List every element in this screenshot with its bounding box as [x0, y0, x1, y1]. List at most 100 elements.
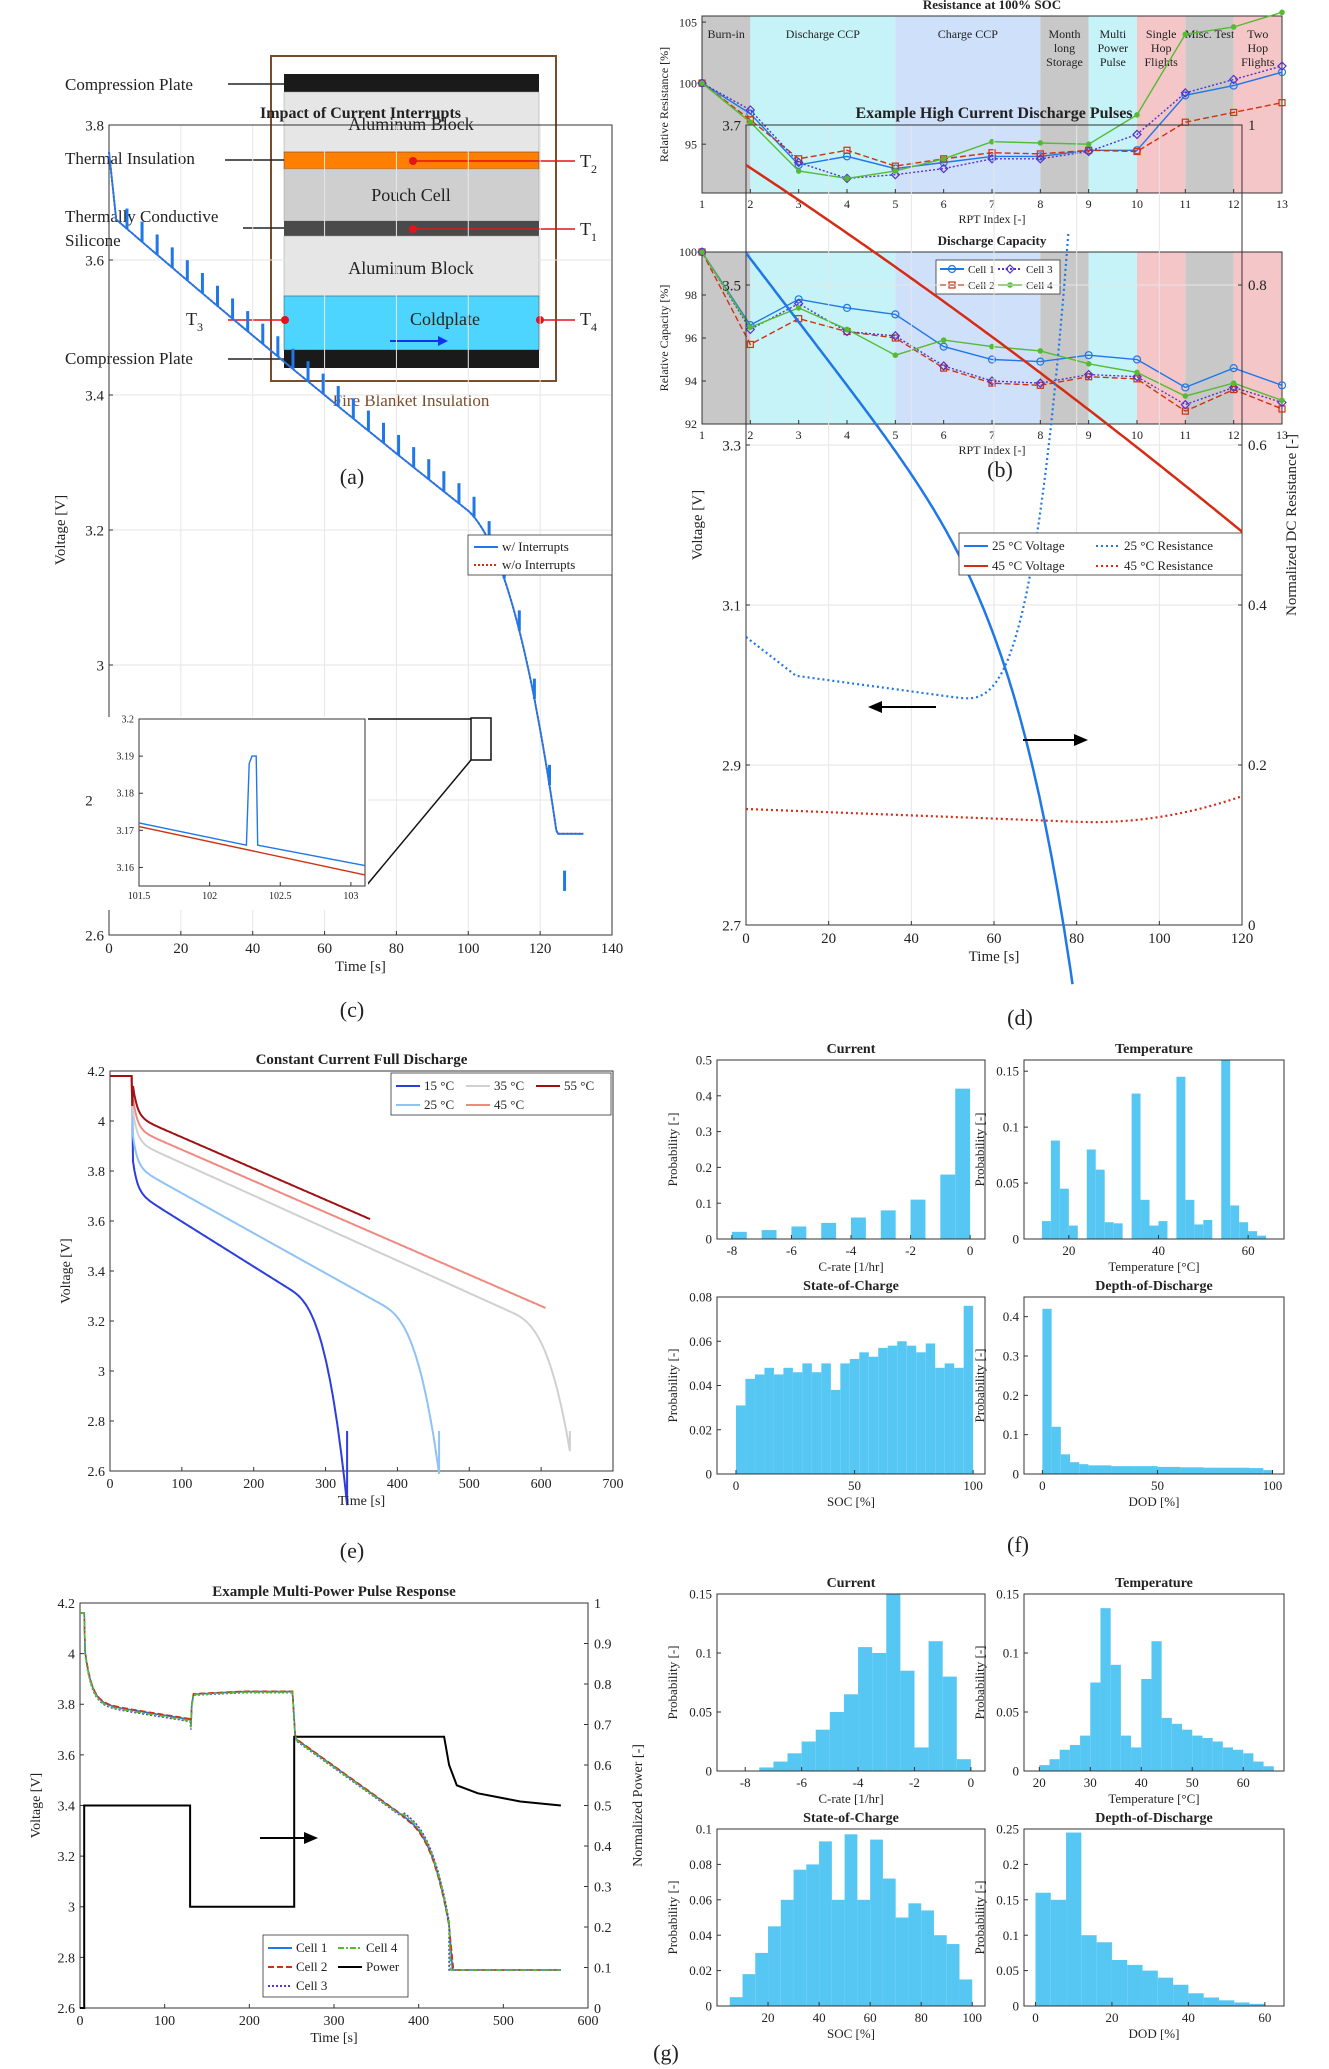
zoom-connector — [365, 759, 472, 887]
histogram-bar — [1113, 1223, 1123, 1239]
y-tick-label: 0.02 — [689, 1963, 712, 1978]
x-tick-label: 9 — [1086, 428, 1092, 442]
marker-square — [988, 149, 996, 157]
y-tick-label: 0.05 — [689, 1705, 712, 1720]
histogram-bar — [1140, 1199, 1150, 1239]
x-tick-label: 40 — [1135, 1775, 1148, 1790]
y2-tick-label: 0.2 — [594, 1921, 612, 1936]
histogram-bar — [954, 1367, 964, 1474]
marker-dot — [1182, 31, 1189, 38]
x-tick-label: 140 — [601, 941, 624, 957]
histogram-bar — [886, 1594, 901, 1771]
y-tick-label: 0 — [706, 1467, 713, 1482]
legend-entry: w/o Interrupts — [502, 557, 575, 572]
marker-circle — [1181, 91, 1190, 100]
phase-band — [1088, 16, 1137, 193]
marker-circle — [1229, 364, 1238, 373]
y-tick-label: 3.4 — [88, 1265, 106, 1280]
marker-diamond — [1132, 371, 1142, 382]
plot-frame — [1023, 1828, 1285, 2007]
marker-diamond — [842, 173, 852, 184]
x-tick-label: 12 — [1228, 428, 1240, 442]
histogram-bar — [1141, 1678, 1152, 1771]
x-tick-label: 0 — [1032, 2010, 1039, 2025]
legend-entry: Cell 2 — [296, 1959, 327, 1974]
legend-entry: Cell 4 — [366, 1940, 398, 1955]
y-tick-label: 0.04 — [689, 1378, 712, 1393]
phase-band — [1088, 252, 1137, 424]
marker-diamond — [1277, 61, 1287, 71]
histogram-bar — [843, 1694, 859, 1771]
phase-band — [702, 252, 751, 424]
histogram-bar — [1182, 1729, 1193, 1771]
x-tick-label: 20 — [1105, 2010, 1118, 2025]
legend-box — [467, 534, 613, 576]
y-tick-label: 2.9 — [722, 758, 741, 774]
histogram-bar — [851, 1217, 866, 1239]
marker-dot — [844, 175, 850, 182]
flow-arrowhead-icon — [438, 336, 448, 346]
histogram-bar — [792, 1372, 803, 1474]
marker-circle — [947, 264, 957, 274]
marker-square — [1230, 108, 1238, 117]
y2-tick-label: 1 — [1248, 118, 1256, 134]
y-tick-label: 92 — [685, 417, 697, 431]
x-tick-label: -2 — [905, 1243, 916, 1258]
x-tick-label: 700 — [603, 1477, 624, 1492]
marker-square — [843, 146, 851, 154]
series-cell-green — [80, 1612, 561, 1971]
x-tick-label: 11 — [1180, 197, 1192, 211]
x-tick-label: 0 — [105, 941, 113, 957]
histogram-bar — [1161, 1717, 1172, 1771]
y-tick-label: 0 — [706, 1764, 713, 1779]
marker-diamond — [1132, 129, 1142, 140]
marker-circle — [1036, 357, 1045, 366]
histogram-bar — [801, 1741, 816, 1771]
histogram-bar — [1243, 1753, 1254, 1771]
histogram-bar — [780, 1899, 794, 2006]
y-axis-label: Probability [-] — [972, 1348, 987, 1422]
x-tick-label: -8 — [726, 1243, 737, 1258]
y-tick-label: 3.8 — [88, 1165, 106, 1180]
aluminum-block-bottom — [283, 235, 540, 297]
histogram-bar — [928, 1641, 943, 1771]
histogram-bar — [1157, 1466, 1181, 1474]
panel-label-d: (d) — [1007, 1005, 1033, 1030]
histogram-bar — [1111, 1959, 1128, 2006]
arrow-right-head-icon — [304, 1832, 318, 1844]
histogram-bar — [1151, 1641, 1162, 1771]
y-tick-label: 100 — [679, 76, 697, 90]
test-fixture-diagram: Aluminum Block Pouch Cell Aluminum Block… — [65, 55, 597, 410]
histogram-bar — [773, 1374, 784, 1474]
x-tick-label: 60 — [1242, 1243, 1255, 1258]
x-tick-label: -4 — [846, 1243, 857, 1258]
phase-label: Single — [1146, 27, 1177, 41]
histogram-bar — [1042, 1308, 1052, 1474]
chart-e: 0 100 200 300 400 500 600 700 2.6 2.8 3 3.2 3.4 3.6 3.… — [59, 1052, 624, 1509]
x-axis-label: RPT Index [-] — [958, 212, 1025, 226]
x-axis-label: RPT Index [-] — [958, 443, 1025, 457]
x-tick-label: 20 — [1033, 1775, 1046, 1790]
y-tick-label: 0.3 — [1003, 1349, 1019, 1364]
histogram-bar — [735, 1405, 746, 1474]
histogram-bar — [1110, 1664, 1121, 1771]
y-tick-label: 0.05 — [996, 1963, 1019, 1978]
x-tick-label: 0 — [77, 2014, 84, 2029]
marker-square — [940, 364, 948, 372]
x-tick-label: 0 — [107, 1477, 114, 1492]
y-tick-label: 4.2 — [88, 1065, 106, 1080]
histogram-bar — [831, 1899, 845, 2006]
legend-entry: 45 °C Voltage — [992, 558, 1065, 573]
marker-square — [698, 79, 706, 87]
y-tick-label: 3.2 — [88, 1315, 106, 1330]
x-tick-label: 600 — [578, 2014, 599, 2029]
marker-diamond — [1083, 146, 1094, 157]
x-tick-label: 40 — [1182, 2010, 1195, 2025]
marker-square — [988, 379, 996, 387]
y-tick-label: 3.6 — [88, 1215, 106, 1230]
legend-entry: 15 °C — [424, 1078, 454, 1093]
y-axis-label: Voltage [V] — [59, 1238, 74, 1303]
histogram-bar — [1248, 1231, 1258, 1239]
plot-frame — [716, 1296, 986, 1475]
histogram-bar — [1239, 1222, 1249, 1239]
